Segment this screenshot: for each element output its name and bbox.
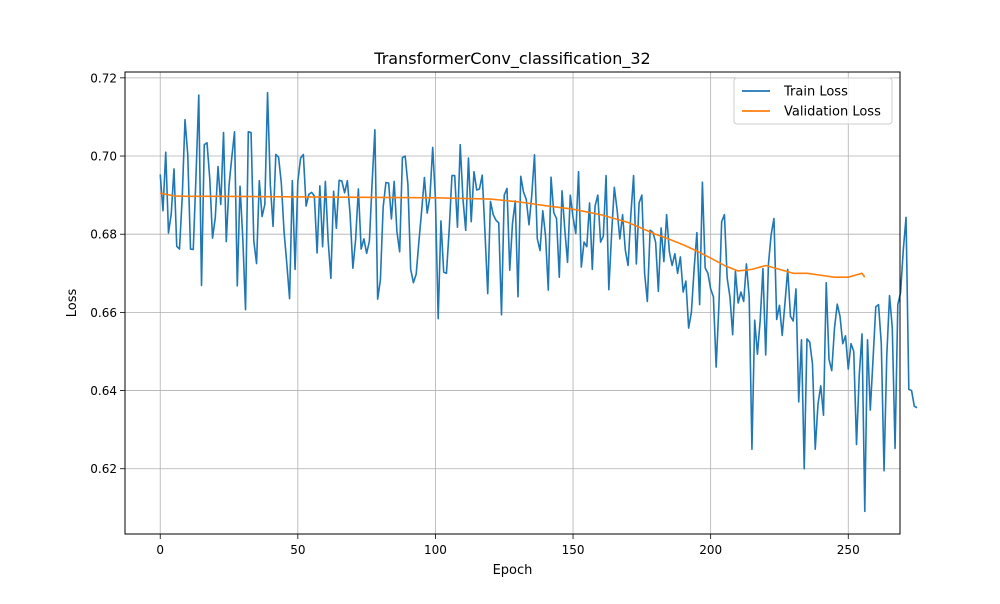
axis-ticks: 0 50 100 150 200 250 0.62 0.64 0.66 0.68 0.70 0.72: [90, 71, 859, 557]
legend: Train Loss Validation Loss: [733, 77, 893, 125]
x-tick-label: 200: [699, 543, 722, 557]
y-axis-label: Loss: [65, 289, 80, 318]
train-loss-line: [159, 91, 918, 513]
legend-box: [733, 77, 893, 125]
y-tick-label: 0.66: [90, 306, 117, 320]
x-tick-label: 0: [156, 543, 164, 557]
y-tick-label: 0.72: [90, 71, 117, 85]
x-tick-label: 150: [562, 543, 585, 557]
x-tick-label: 50: [290, 543, 305, 557]
x-tick-label: 250: [837, 543, 860, 557]
validation-loss-line: [160, 192, 866, 278]
chart-title: TransformerConv_classification_32: [373, 49, 650, 69]
series-layer: [159, 91, 918, 513]
y-tick-label: 0.70: [90, 150, 117, 164]
legend-label: Train Loss: [783, 85, 848, 100]
plot-frame: [124, 71, 901, 535]
x-axis-label: Epoch: [493, 563, 533, 578]
legend-label: Validation Loss: [784, 105, 881, 120]
y-tick-label: 0.62: [90, 462, 117, 476]
x-tick-label: 100: [424, 543, 447, 557]
y-tick-label: 0.64: [90, 384, 117, 398]
y-tick-label: 0.68: [90, 228, 117, 242]
